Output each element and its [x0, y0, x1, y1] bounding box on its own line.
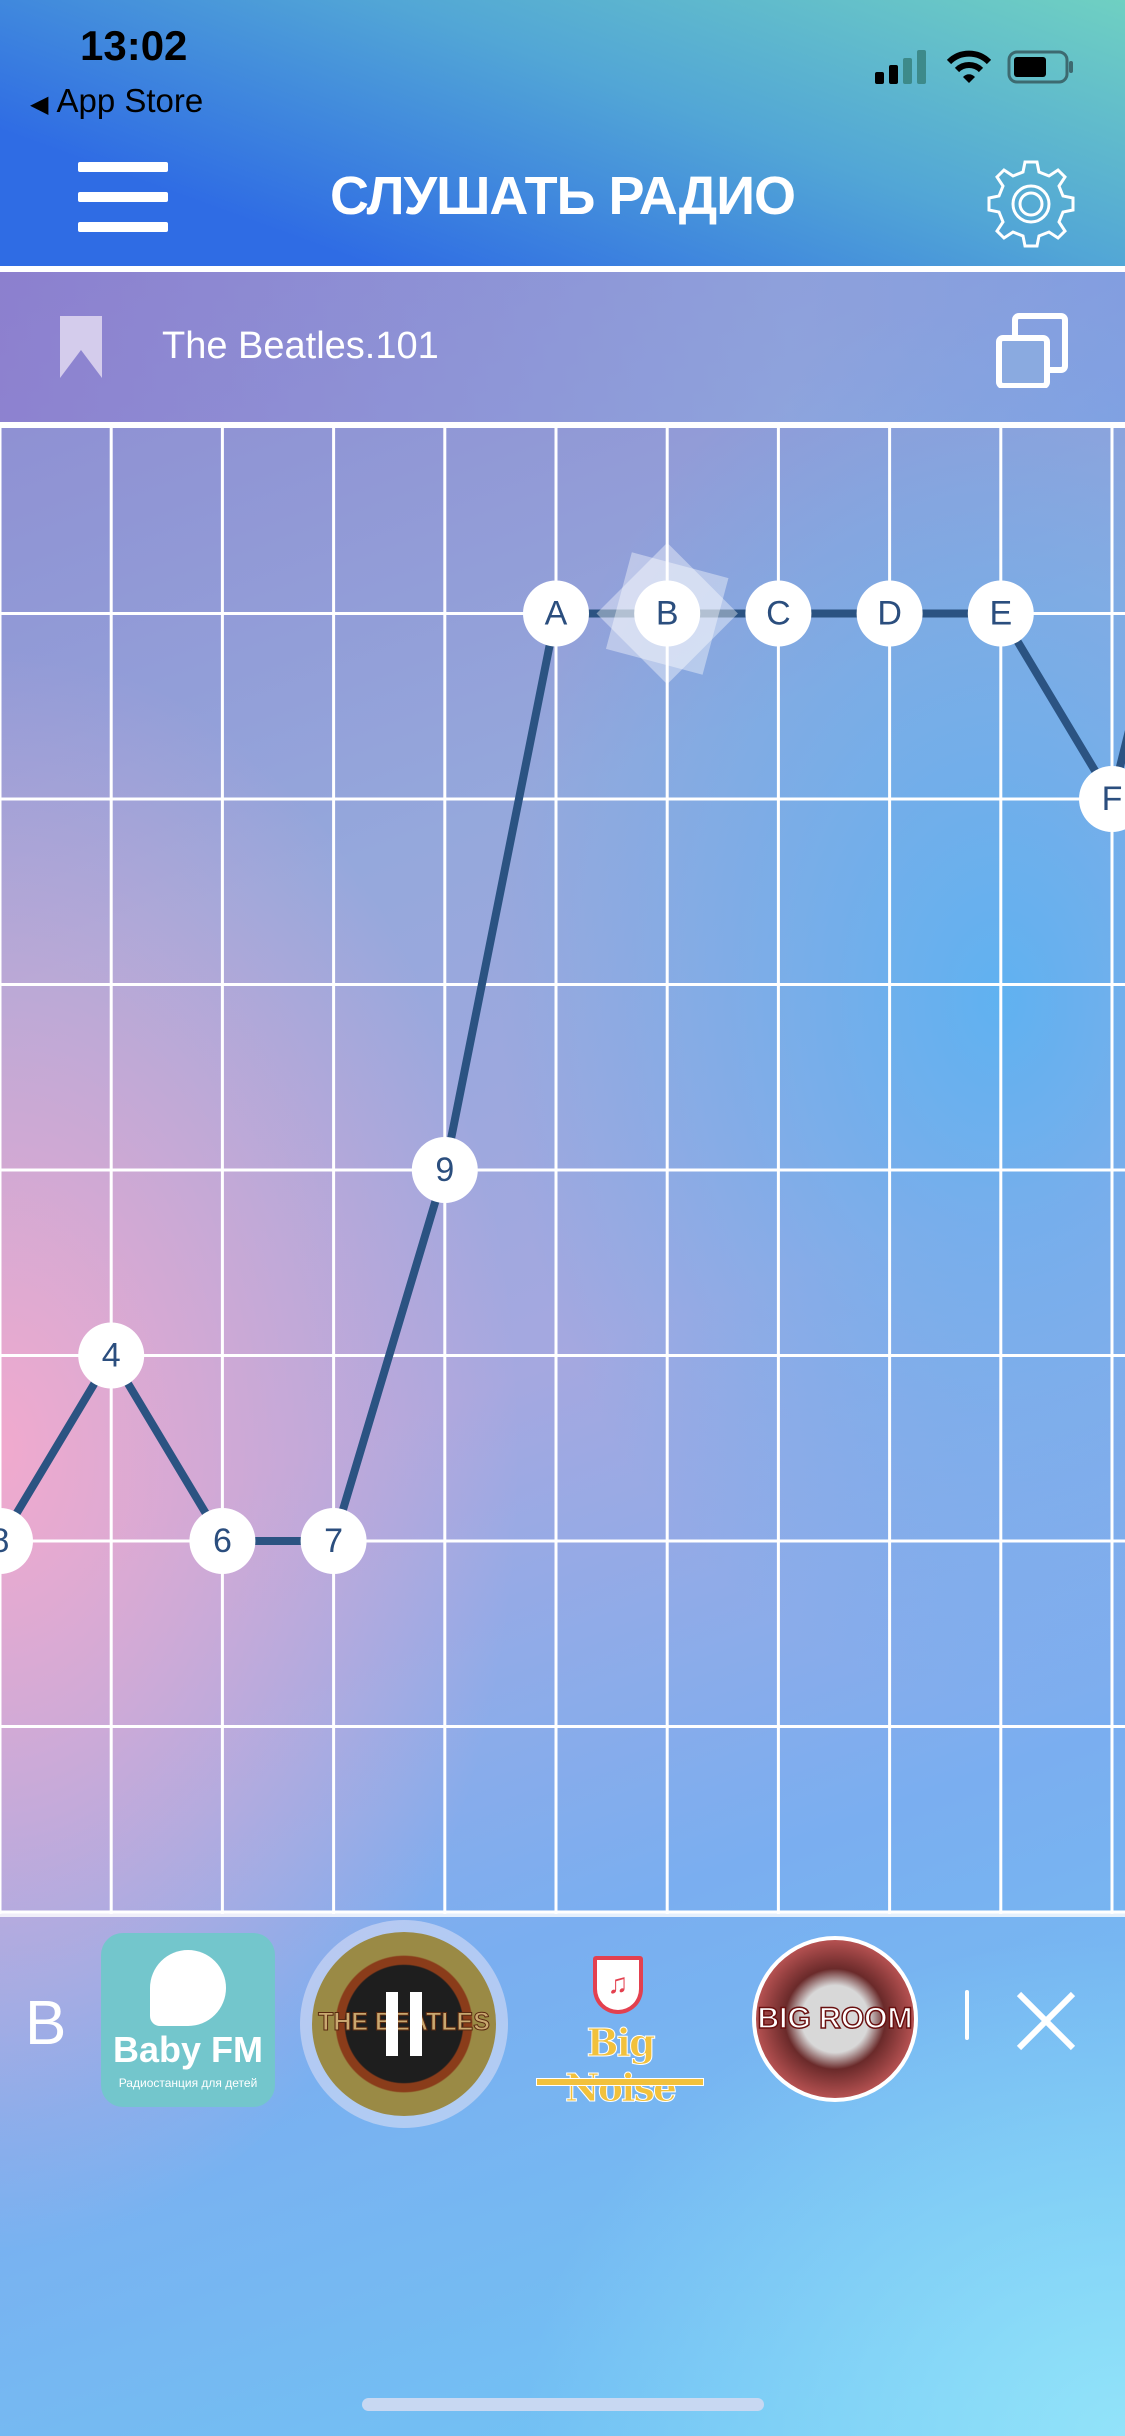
status-icons: [875, 50, 1075, 84]
track-node-A[interactable]: A: [523, 580, 589, 647]
now-playing-bar: [0, 272, 1125, 422]
music-note-icon: ♫: [593, 1956, 643, 2014]
close-icon[interactable]: [1013, 1988, 1079, 2054]
node-circle: [523, 580, 589, 647]
station-logo-text: Big Noise: [564, 2020, 677, 2111]
track-node-F[interactable]: F: [1079, 766, 1125, 832]
node-label: 6: [213, 1522, 232, 1560]
node-circle: [967, 580, 1034, 647]
status-time: 13:02: [80, 22, 188, 69]
node-label: F: [1102, 780, 1123, 818]
page-title: СЛУШАТЬ РАДИО: [329, 166, 796, 226]
station-big-room[interactable]: BIG ROOM: [752, 1936, 918, 2102]
pause-icon[interactable]: [386, 1992, 422, 2056]
node-label: 8: [0, 1522, 9, 1560]
node-circle: [634, 580, 701, 647]
track-map-grid[interactable]: 8 4 6 7 9 A B C D E F: [0, 428, 1125, 1914]
node-circle: [0, 1508, 33, 1574]
battery-icon: [1007, 50, 1073, 84]
node-label: 9: [435, 1151, 454, 1189]
back-to-app-store[interactable]: ◀ App Store: [30, 82, 203, 120]
station-baby-fm[interactable]: Baby FM Радиостанция для детей: [101, 1933, 275, 2107]
node-circle: [411, 1137, 478, 1203]
track-node-9[interactable]: 9: [411, 1137, 478, 1203]
track-path: [0, 609, 1125, 1545]
gear-icon[interactable]: [985, 158, 1077, 250]
logo-underline: [536, 2078, 704, 2086]
track-node-7[interactable]: 7: [300, 1508, 367, 1574]
node-label: D: [877, 595, 902, 633]
station-the-beatles[interactable]: THE BEATLES: [300, 1920, 508, 2128]
node-label: E: [989, 595, 1012, 633]
bookmark-icon[interactable]: [60, 316, 102, 378]
app-header: 13:02 ◀ App Store СЛУШАТЬ РАДИО: [0, 0, 1125, 266]
track-node-8[interactable]: 8: [0, 1508, 33, 1574]
node-label: 7: [324, 1522, 343, 1560]
station-logo: [312, 1932, 496, 2116]
node-label: C: [766, 595, 791, 633]
wifi-icon: [947, 50, 991, 83]
microphone-icon: [150, 1950, 226, 2026]
copy-icon[interactable]: [995, 312, 1071, 388]
track-node-D[interactable]: D: [856, 580, 923, 647]
divider: [0, 422, 1125, 428]
carousel-partial-item[interactable]: [965, 1990, 969, 2040]
station-logo-text: Baby FM: [112, 2029, 263, 2070]
signal-icon: [875, 50, 926, 84]
node-circle: [745, 580, 812, 647]
carousel-partial-item[interactable]: B: [25, 1989, 67, 2058]
node-circle: [856, 580, 923, 647]
back-label: App Store: [56, 82, 204, 119]
current-station-name: The Beatles.101: [162, 325, 439, 367]
node-circle: [78, 1322, 145, 1389]
track-node-B[interactable]: B: [596, 542, 738, 685]
node-label: A: [545, 595, 568, 633]
node-label: 4: [102, 1337, 121, 1375]
station-big-noise[interactable]: ♫ Big Noise: [530, 1950, 710, 2111]
back-arrow-icon: ◀: [30, 91, 49, 118]
track-node-6[interactable]: 6: [189, 1508, 256, 1574]
track-node-E[interactable]: E: [967, 580, 1034, 647]
station-logo-text: BIG ROOM: [756, 1940, 914, 2098]
track-node-4[interactable]: 4: [78, 1322, 145, 1389]
track-node-C[interactable]: C: [745, 580, 812, 647]
node-circle: [189, 1508, 256, 1574]
node-circle: [1079, 766, 1125, 832]
divider: [0, 266, 1125, 272]
station-tagline: Радиостанция для детей: [118, 2076, 258, 2090]
node-circle: [300, 1508, 367, 1574]
station-logo-text: THE BEATLES: [318, 2008, 491, 2037]
node-label: B: [656, 595, 679, 633]
hamburger-menu-button[interactable]: [78, 162, 168, 232]
home-indicator: [362, 2398, 764, 2411]
divider: [0, 1913, 1125, 1917]
